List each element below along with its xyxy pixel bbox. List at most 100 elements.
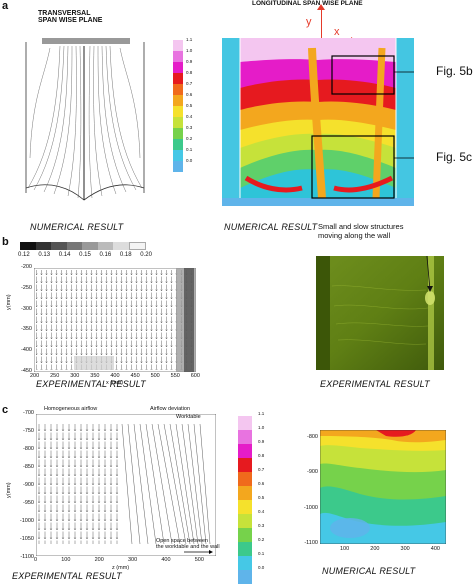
panel-c-label: c (2, 404, 9, 416)
panel-a-label: a (2, 0, 9, 12)
c-y-tick: -1000 (19, 518, 34, 524)
c-right-x-tick: 400 (430, 546, 440, 552)
scale-c-tick: 0.6 (258, 481, 265, 486)
b-x-ticks: 200 250 300 350 400 450 500 550 600 (30, 373, 200, 379)
scale-a-tick: 0.2 (186, 136, 193, 141)
c-x-tick: 0 (34, 557, 38, 563)
vector-field-b (34, 268, 196, 372)
grey-colorbar-ticks: 0.12 0.13 0.14 0.15 0.16 0.18 0.20 (18, 252, 152, 258)
caption-a-left: NUMERICAL RESULT (30, 222, 124, 232)
c-y-tick: -850 (22, 464, 34, 470)
annotation-structures: Small and slow structures moving along t… (318, 222, 403, 241)
b-x-tick: 400 (110, 373, 120, 379)
scale-swatch (238, 486, 252, 500)
scale-swatch (238, 556, 252, 570)
b-y-tick: -450 (20, 367, 32, 374)
scale-swatch (173, 40, 183, 51)
c-x-ticks: 0 100 200 300 400 500 (34, 557, 204, 563)
scale-swatch (238, 472, 252, 486)
scale-a-ticks: 1.1 1.0 0.9 0.8 0.7 0.6 0.5 0.4 0.3 0.2 … (186, 37, 193, 170)
note-open-space: Open space between the worktable and the… (156, 538, 220, 550)
scale-swatch (238, 500, 252, 514)
c-right-x-tick: 200 (370, 546, 380, 552)
b-x-tick: 600 (190, 373, 200, 379)
scale-c-tick: 1.0 (258, 425, 265, 430)
annotation-line1: Small and slow structures (318, 222, 404, 231)
scale-swatch (238, 430, 252, 444)
scale-a (173, 40, 183, 172)
vector-field-c (36, 414, 216, 556)
scale-a-tick: 0.4 (186, 114, 193, 119)
b-y-label: y(mm) (6, 294, 12, 310)
c-right-y-tick: -800 (306, 434, 318, 440)
y-axis-arrow (321, 6, 322, 44)
scale-swatch (238, 570, 252, 584)
scale-swatch (173, 117, 183, 128)
c-y-tick: -700 (22, 410, 34, 416)
transversal-title: TRANSVERSAL SPAN WISE PLANE (38, 10, 102, 24)
b-x-tick: 450 (130, 373, 140, 379)
scale-swatch (238, 542, 252, 556)
colorbar-tick: 0.20 (140, 252, 152, 258)
scale-a-tick: 0.7 (186, 81, 193, 86)
transversal-title-line2: SPAN WISE PLANE (38, 17, 103, 24)
transversal-title-line1: TRANSVERSAL (38, 10, 91, 17)
c-right-y-tick: -1100 (304, 539, 318, 546)
c-y-tick: -1050 (19, 536, 34, 542)
note-worktable: Worktable (176, 414, 201, 420)
scale-a-tick: 1.0 (186, 48, 193, 53)
c-right-y-tick: -1000 (303, 504, 318, 511)
b-y-tick: -350 (20, 326, 32, 333)
scale-swatch (173, 150, 183, 161)
c-x-tick: 500 (194, 557, 204, 563)
y-arrow-head (317, 4, 325, 10)
caption-a-right: NUMERICAL RESULT (224, 222, 318, 232)
scale-swatch (238, 444, 252, 458)
c-right-x-tick: 100 (340, 546, 350, 552)
axis-x-label: x (334, 26, 340, 38)
note-homogeneous: Homogeneous airflow (44, 406, 98, 412)
b-y-ticks: -200 -250 -300 -350 -400 -450 (16, 264, 32, 374)
scale-a-tick: 0.0 (186, 158, 193, 163)
c-y-tick: -800 (22, 446, 34, 452)
fig-5b-label: Fig. 5b (436, 64, 473, 78)
colorbar-tick: 0.18 (119, 252, 132, 258)
caption-c-right: NUMERICAL RESULT (322, 566, 416, 576)
scale-swatch (173, 62, 183, 73)
scale-swatch (173, 73, 183, 84)
colorbar-tick: 0.12 (18, 252, 30, 258)
scale-a-tick: 0.3 (186, 125, 193, 130)
b-x-tick: 350 (90, 373, 100, 379)
caption-b-right: EXPERIMENTAL RESULT (320, 379, 430, 389)
longitudinal-contour (222, 38, 414, 206)
scale-c-tick: 0.7 (258, 467, 265, 472)
scale-c-tick: 0.9 (258, 439, 265, 444)
scale-c-tick: 0.1 (258, 551, 265, 556)
annotation-line2: moving along the wall (318, 231, 391, 241)
scale-a-tick: 0.5 (186, 103, 193, 108)
note-deviation: Airflow deviation (150, 406, 191, 412)
scale-c-tick: 0.5 (258, 495, 265, 500)
scale-swatch (238, 528, 252, 542)
scale-c-ticks: 1.1 1.0 0.9 0.8 0.7 0.6 0.5 0.4 0.3 0.2 … (258, 411, 265, 580)
c-x-tick: 400 (161, 557, 171, 563)
colorbar-tick: 0.15 (79, 252, 91, 258)
b-x-label: x (mm) (106, 380, 124, 386)
c-x-label: z (mm) (112, 565, 130, 571)
c-y-tick: -950 (22, 500, 34, 506)
fig-5c-label: Fig. 5c (436, 150, 473, 164)
caption-b-left: EXPERIMENTAL RESULT (36, 379, 146, 389)
scale-c-tick: 0.2 (258, 537, 265, 542)
c-y-tick: -750 (22, 428, 34, 434)
scale-a-tick: 0.1 (186, 147, 193, 152)
c-right-x-tick: 300 (400, 546, 410, 552)
piv-photograph (316, 256, 444, 370)
b-y-tick: -300 (20, 305, 32, 312)
c-y-label: y(mm) (6, 482, 12, 498)
c-right-y-tick: -900 (306, 469, 318, 476)
note-open-space-line2: the worktable and the wall (156, 544, 220, 551)
scale-a-tick: 0.6 (186, 92, 193, 97)
b-x-tick: 200 (30, 373, 40, 379)
c-right-y-ticks: -800 -900 -1000 -1100 (300, 434, 318, 546)
c-y-tick: -1100 (20, 554, 34, 560)
